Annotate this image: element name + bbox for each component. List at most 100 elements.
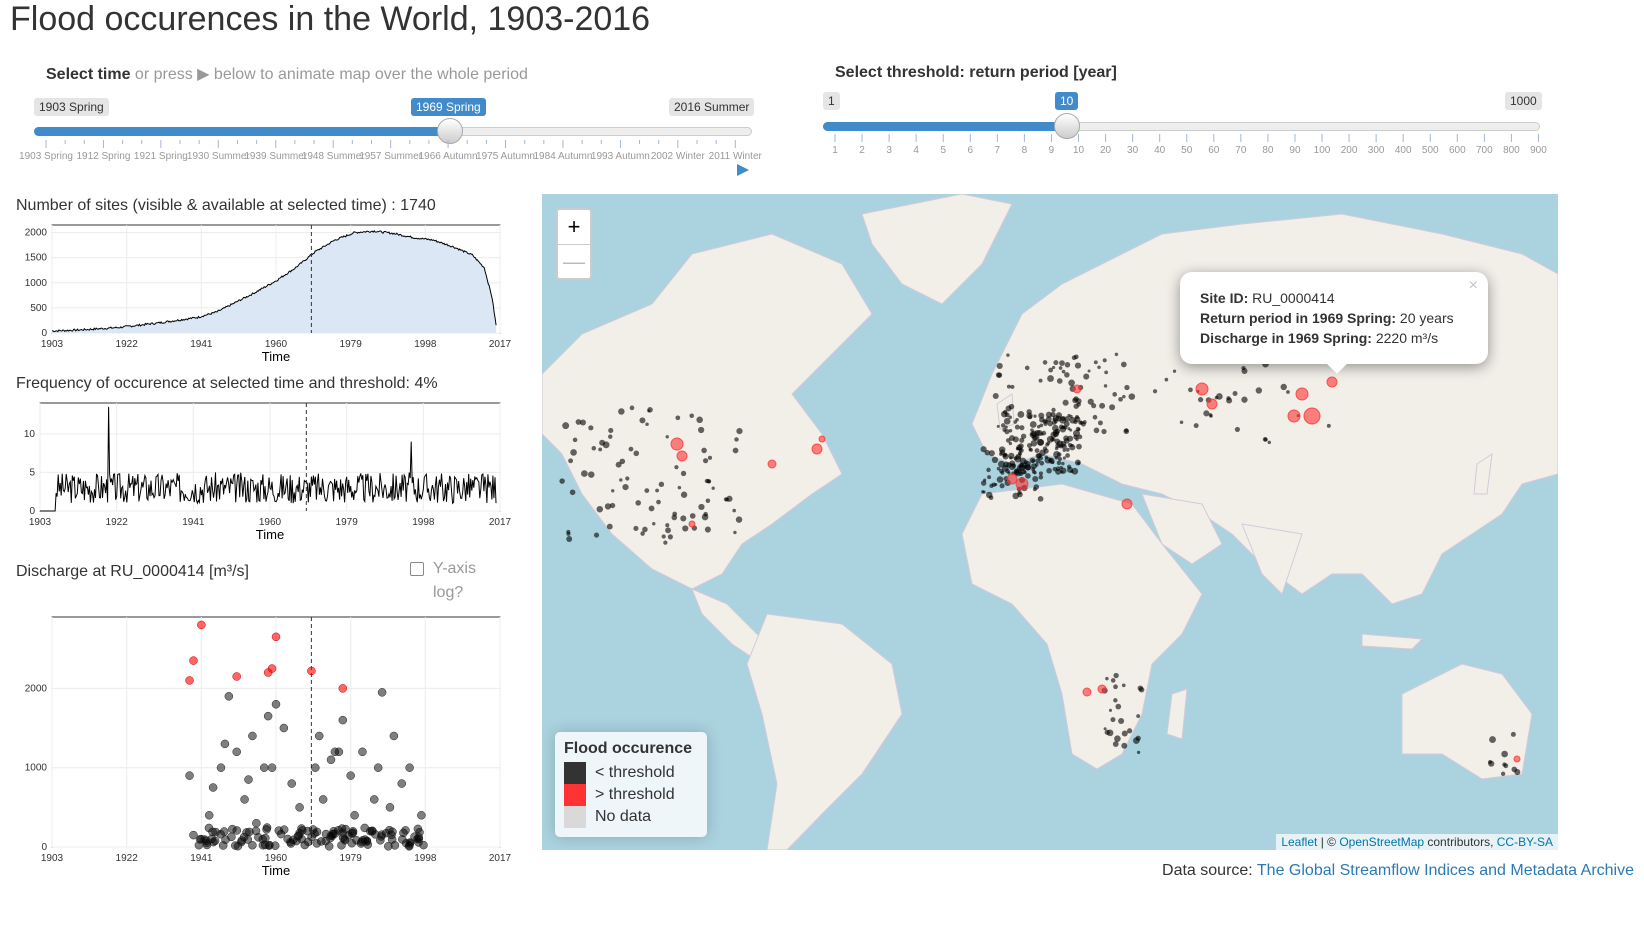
site-marker[interactable] [652,522,656,526]
site-marker[interactable] [1031,430,1038,437]
site-marker[interactable] [566,531,571,536]
site-marker[interactable] [1152,389,1158,394]
site-marker[interactable] [1073,354,1079,360]
site-marker[interactable] [995,372,1002,378]
site-marker[interactable] [996,362,1003,370]
site-marker[interactable] [680,470,687,477]
site-marker[interactable] [1008,415,1013,420]
zoom-in-button[interactable]: + [567,214,581,239]
site-marker[interactable] [702,458,709,464]
site-marker[interactable] [604,503,612,510]
site-marker[interactable] [1500,771,1506,777]
site-marker[interactable] [723,497,728,502]
site-marker[interactable] [732,447,739,454]
site-marker[interactable] [1069,414,1073,419]
site-marker[interactable] [1124,384,1130,391]
site-marker[interactable] [1073,429,1080,437]
site-marker[interactable] [1286,390,1290,394]
site-marker[interactable] [1059,416,1067,424]
site-marker[interactable] [1038,474,1044,480]
site-marker-flood[interactable] [811,443,823,455]
site-marker[interactable] [674,465,679,470]
site-marker[interactable] [581,470,588,477]
zoom-out-button[interactable]: — [558,244,590,278]
site-marker[interactable] [1004,425,1008,429]
site-marker[interactable] [1112,741,1119,747]
site-marker[interactable] [1013,456,1018,461]
site-marker[interactable] [568,458,574,464]
site-marker[interactable] [703,511,708,517]
site-marker[interactable] [611,489,615,493]
site-marker[interactable] [1208,413,1213,417]
site-marker[interactable] [996,476,1004,483]
site-marker[interactable] [1056,378,1063,384]
site-marker-flood[interactable] [688,520,696,528]
site-marker[interactable] [1060,467,1067,474]
site-marker[interactable] [1025,473,1031,479]
site-marker[interactable] [1073,396,1079,402]
site-marker[interactable] [1076,443,1082,450]
site-marker[interactable] [1511,766,1518,773]
site-marker[interactable] [1188,387,1193,393]
site-marker[interactable] [1241,396,1248,403]
site-marker[interactable] [1115,703,1122,710]
site-marker[interactable] [1118,396,1123,402]
site-marker[interactable] [1076,461,1081,465]
site-marker[interactable] [992,392,999,400]
site-marker[interactable] [1036,438,1044,446]
site-marker[interactable] [1058,424,1064,430]
site-marker[interactable] [1024,464,1031,471]
site-marker[interactable] [663,540,668,545]
site-marker[interactable] [591,446,597,451]
site-marker[interactable] [1255,387,1263,394]
site-marker[interactable] [618,408,625,415]
site-marker[interactable] [1061,443,1067,450]
site-marker[interactable] [988,495,994,500]
site-marker[interactable] [1063,438,1070,444]
site-marker[interactable] [1038,412,1045,419]
site-marker[interactable] [1081,421,1086,427]
site-marker[interactable] [1136,714,1141,718]
site-marker[interactable] [633,450,640,457]
site-marker[interactable] [984,449,991,456]
site-marker[interactable] [1061,369,1066,374]
site-marker[interactable] [1002,427,1007,432]
site-marker[interactable] [658,481,665,488]
site-marker[interactable] [1038,455,1044,461]
site-marker[interactable] [1193,423,1199,429]
osm-link[interactable]: OpenStreetMap [1339,835,1425,849]
site-marker[interactable] [1033,414,1037,418]
site-marker[interactable] [1051,365,1056,370]
site-marker[interactable] [1056,452,1062,457]
site-marker[interactable] [1027,414,1033,420]
site-marker[interactable] [1014,424,1020,430]
site-marker[interactable] [1114,735,1121,743]
site-marker[interactable] [619,458,626,465]
site-marker[interactable] [988,450,995,457]
site-marker[interactable] [1038,378,1043,383]
site-marker[interactable] [1064,372,1070,378]
site-marker[interactable] [1073,419,1078,425]
site-marker[interactable] [1062,399,1069,406]
site-marker[interactable] [648,505,655,512]
site-marker[interactable] [733,530,737,535]
site-marker[interactable] [1058,366,1063,370]
site-marker[interactable] [1034,463,1039,467]
site-marker[interactable] [608,434,613,439]
site-marker[interactable] [1065,453,1070,458]
site-marker[interactable] [1037,495,1044,502]
site-marker[interactable] [998,460,1005,468]
site-marker[interactable] [609,502,616,509]
site-marker[interactable] [1065,447,1070,452]
site-marker[interactable] [1126,728,1133,734]
site-marker[interactable] [1057,456,1063,461]
site-marker[interactable] [579,419,586,426]
site-marker-flood[interactable] [1513,755,1521,763]
site-marker-flood[interactable] [1303,407,1321,425]
site-marker[interactable] [640,531,645,536]
popup-close-icon[interactable]: × [1468,277,1478,294]
site-marker[interactable] [996,466,1001,471]
site-marker[interactable] [732,508,736,513]
site-marker[interactable] [606,523,613,530]
site-marker-flood[interactable] [1097,684,1107,694]
